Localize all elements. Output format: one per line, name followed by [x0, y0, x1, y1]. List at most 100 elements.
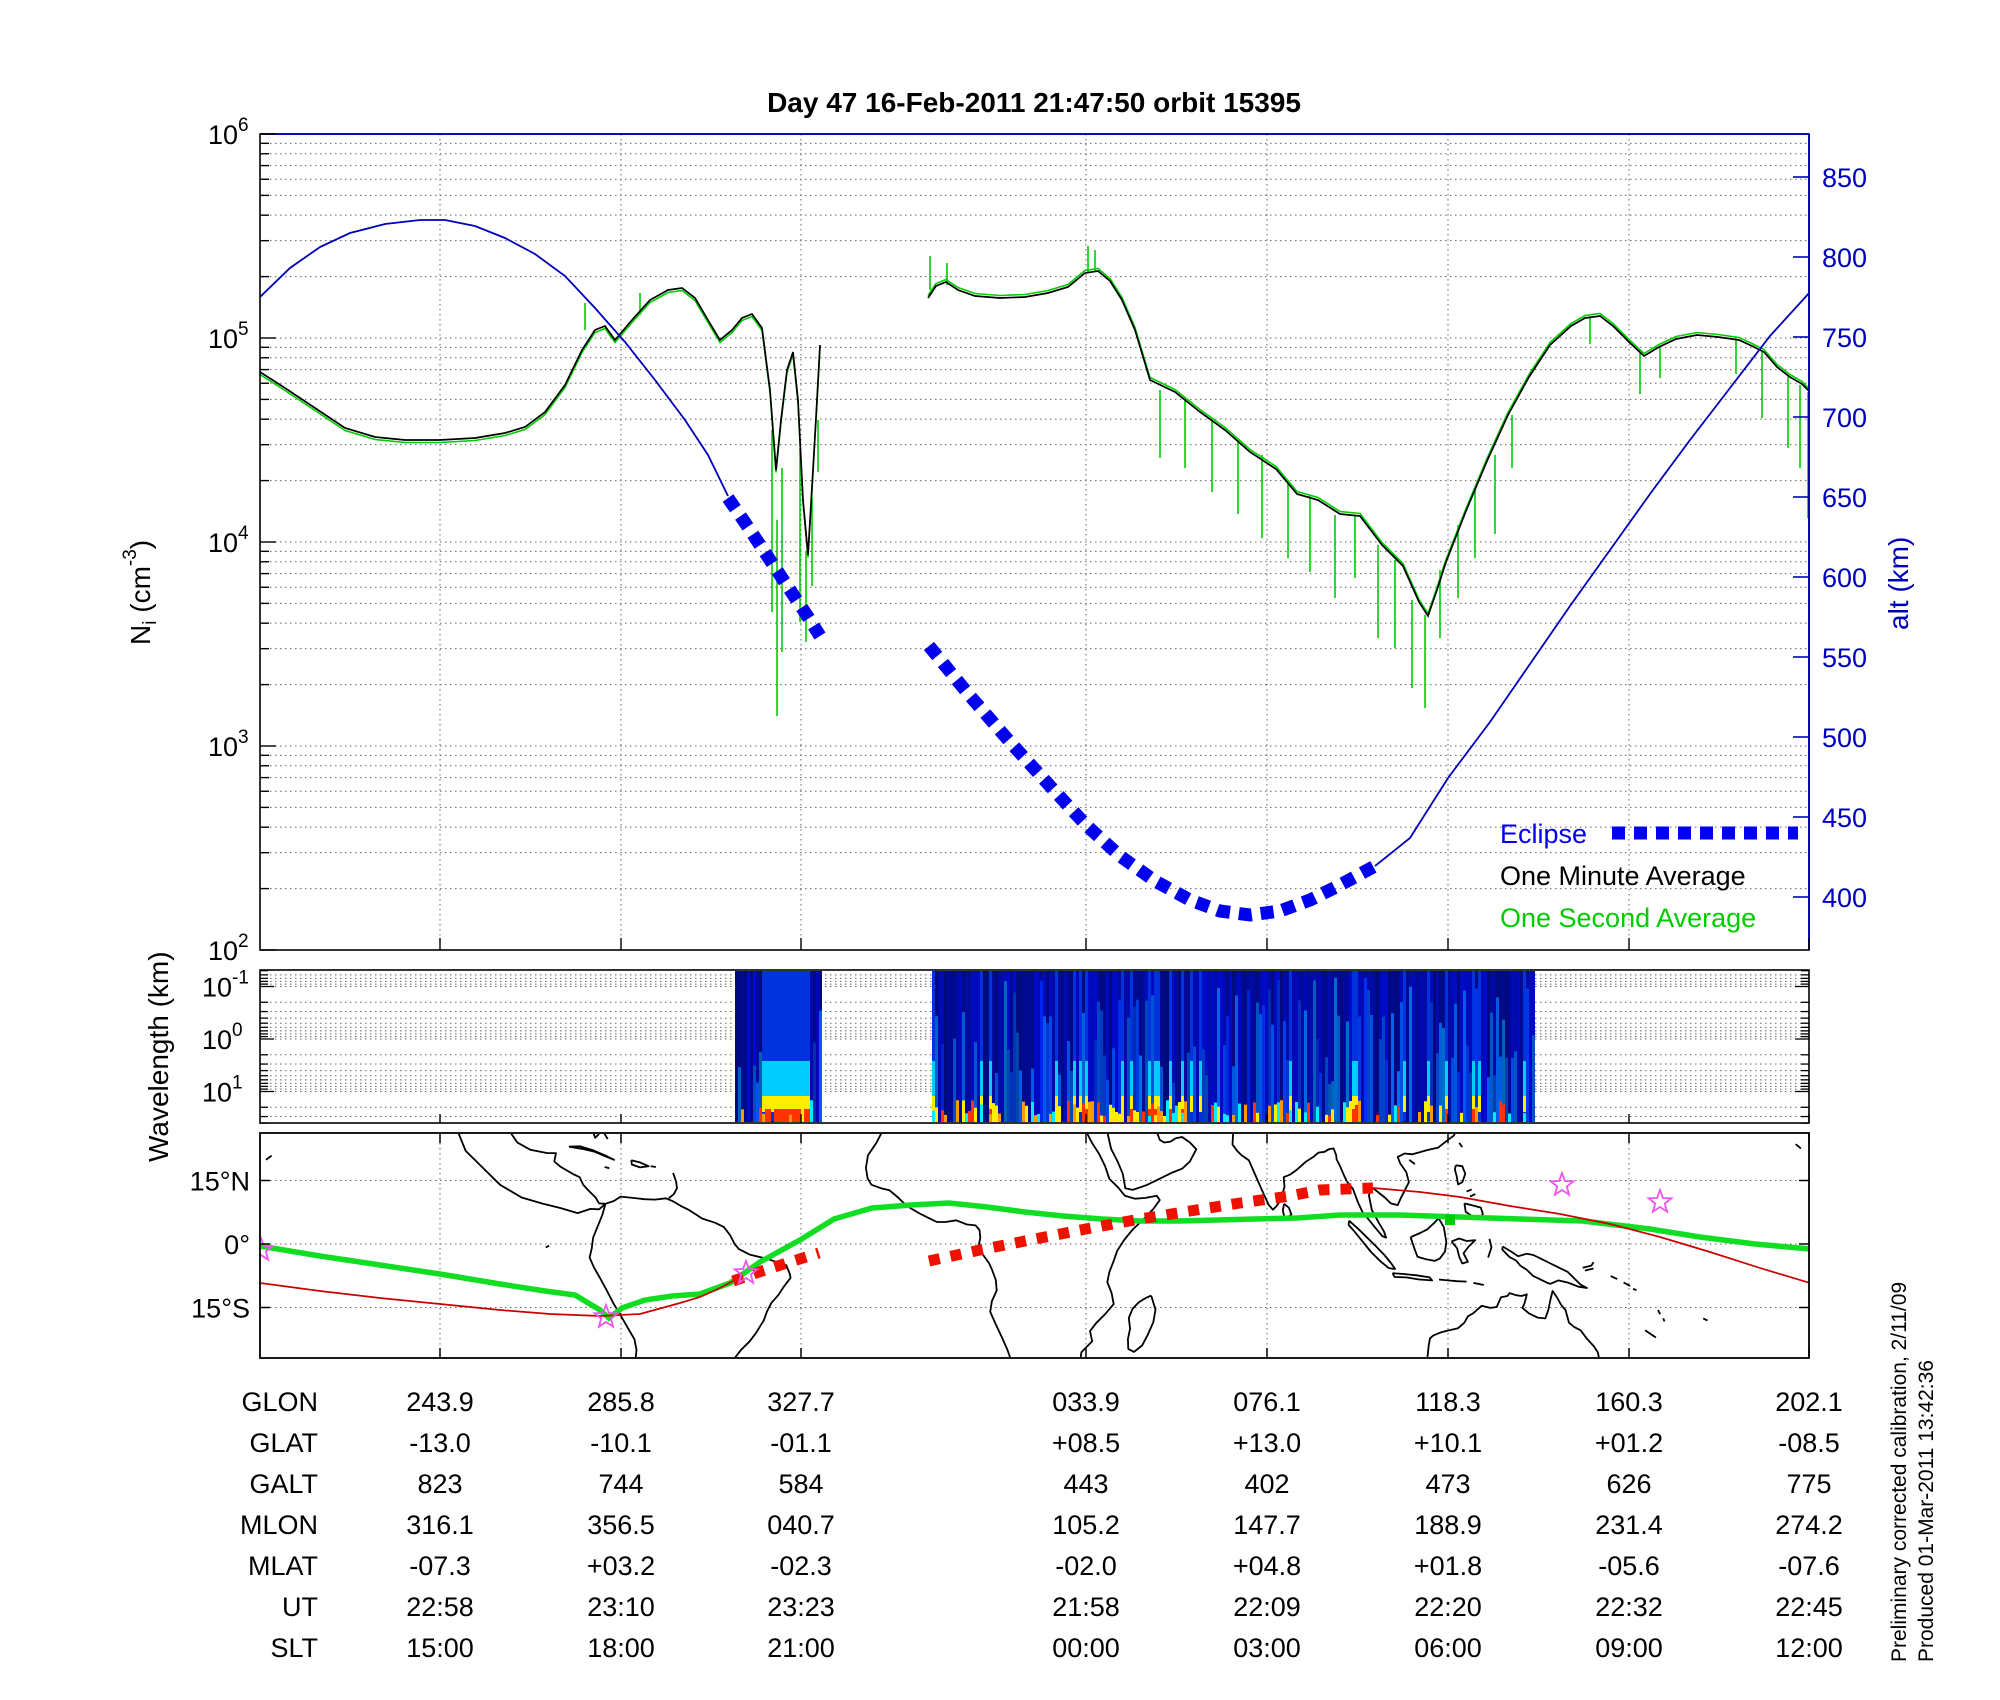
spectro-streak [1040, 980, 1043, 1122]
table-cell-value: 744 [598, 1469, 643, 1499]
table-cell-value: 00:00 [1052, 1633, 1120, 1663]
spectro-column [1394, 971, 1397, 1121]
spectro-column [1328, 971, 1331, 1121]
spectro-column [1187, 971, 1190, 1121]
spectro-streak [1325, 1057, 1328, 1122]
one-second-average-line [927, 267, 1809, 616]
spectro-streak [1436, 1053, 1439, 1122]
alt-tick-label: 850 [1822, 163, 1867, 193]
spectro-strong-yellow [780, 1096, 783, 1112]
spectro-strong-yellow [932, 1096, 935, 1112]
table-cell-value: 15:00 [406, 1633, 474, 1663]
spectro-streak [1202, 1049, 1205, 1122]
spectro-hot [995, 1105, 998, 1122]
table-cell-value: 473 [1425, 1469, 1470, 1499]
table-cell-value: 040.7 [767, 1510, 835, 1540]
spectro-column [992, 971, 995, 1121]
spectro-column [1109, 971, 1112, 1121]
coastline [1438, 1278, 1467, 1283]
spectro-streak [935, 1016, 938, 1122]
spectro-column [1388, 971, 1391, 1121]
spectro-column [1421, 971, 1424, 1121]
spectro-hot [1118, 1113, 1121, 1122]
spectro-column [744, 971, 747, 1121]
spectro-column [1007, 971, 1010, 1121]
spectro-streak [1046, 1023, 1049, 1122]
spectro-column [1214, 971, 1217, 1121]
spectro-strong-yellow [774, 1096, 777, 1112]
spectro-strong [783, 971, 786, 1121]
spectro-strong-red [1130, 1109, 1133, 1122]
ni-tick-label: 106 [208, 115, 249, 150]
spectro-strong-yellow [807, 1096, 810, 1112]
spectro-streak [1439, 1022, 1442, 1122]
spectro-strong-yellow [1130, 1096, 1133, 1112]
spectro-strong-cyan [1130, 1061, 1133, 1101]
spectro-column [1220, 971, 1223, 1121]
spectro-strong [1073, 971, 1076, 1121]
lat-tick-label: 0° [224, 1230, 250, 1260]
wavelength-panel-border [259, 969, 1810, 1124]
spectro-strong [792, 971, 795, 1121]
spectro-column [998, 971, 1001, 1121]
top-panel-axis-labels: 106 105 104 103 102 850 800 750 700 650 600 550 500 4… [120, 115, 1914, 966]
coastline [1106, 1134, 1198, 1191]
spectro-strong-red [786, 1109, 789, 1122]
coastline [630, 1159, 650, 1169]
spectro-streak [1469, 1072, 1472, 1122]
coastline [592, 1134, 600, 1139]
wavelength-panel-frame [259, 969, 1810, 1124]
spectro-column [1310, 971, 1313, 1121]
spectro-streak [1337, 1015, 1340, 1122]
spectro-strong-cyan [804, 1061, 807, 1101]
spectro-strong-cyan [783, 1061, 786, 1101]
table-cell-value: 584 [778, 1469, 823, 1499]
spectro-streak [1082, 1013, 1085, 1122]
spectro-hot [965, 1113, 968, 1122]
coastline [1346, 1134, 1456, 1239]
spectro-hot [1127, 1115, 1130, 1122]
spectro-hot [962, 1100, 965, 1122]
spectro-streak [1496, 997, 1499, 1122]
spectro-strong-yellow [792, 1096, 795, 1112]
spectro-streak [941, 1043, 944, 1122]
spectro-hot [1166, 1100, 1169, 1122]
spectro-column [1397, 971, 1400, 1121]
spectro-column [1436, 971, 1439, 1121]
spectro-hot [935, 1107, 938, 1122]
coastline [1466, 1188, 1473, 1193]
spectro-hot [974, 1107, 977, 1122]
spectro-strong [780, 971, 783, 1121]
spectro-strong-yellow [1154, 1096, 1157, 1112]
chart-title: Day 47 16-Feb-2011 21:47:50 orbit 15395 [767, 87, 1301, 118]
spectro-hot [759, 1107, 762, 1122]
spectro-strong-cyan [1190, 1061, 1193, 1101]
table-cell-value: 626 [1606, 1469, 1651, 1499]
alt-tick-label: 500 [1822, 723, 1867, 753]
spectro-streak [1316, 1038, 1319, 1122]
spectro-strong-cyan [1055, 1061, 1058, 1101]
spectro-strong [1079, 971, 1082, 1121]
spectro-strong-yellow [989, 1096, 992, 1112]
spectro-hot [1148, 1115, 1151, 1122]
spectro-hot [1025, 1105, 1028, 1122]
spectro-streak [1058, 1074, 1061, 1122]
spectro-column [986, 971, 989, 1121]
spectro-strong [807, 971, 810, 1121]
spectro-hot [1154, 1115, 1157, 1122]
table-cell-value: +13.0 [1233, 1428, 1301, 1458]
spectro-column [1001, 971, 1004, 1121]
table-cell-value: 188.9 [1414, 1510, 1482, 1540]
spectro-strong-yellow [980, 1096, 983, 1112]
spectro-column [1433, 971, 1436, 1121]
spectro-strong [1199, 971, 1202, 1121]
spectro-streak [1454, 1003, 1457, 1122]
spectro-streak [1358, 1016, 1361, 1122]
spectro-column [971, 971, 974, 1121]
spectro-column [1265, 971, 1268, 1121]
table-cell-value: 03:00 [1233, 1633, 1301, 1663]
spectro-column [1412, 971, 1415, 1121]
spectro-column [1031, 971, 1034, 1121]
spectro-streak [1409, 986, 1412, 1122]
